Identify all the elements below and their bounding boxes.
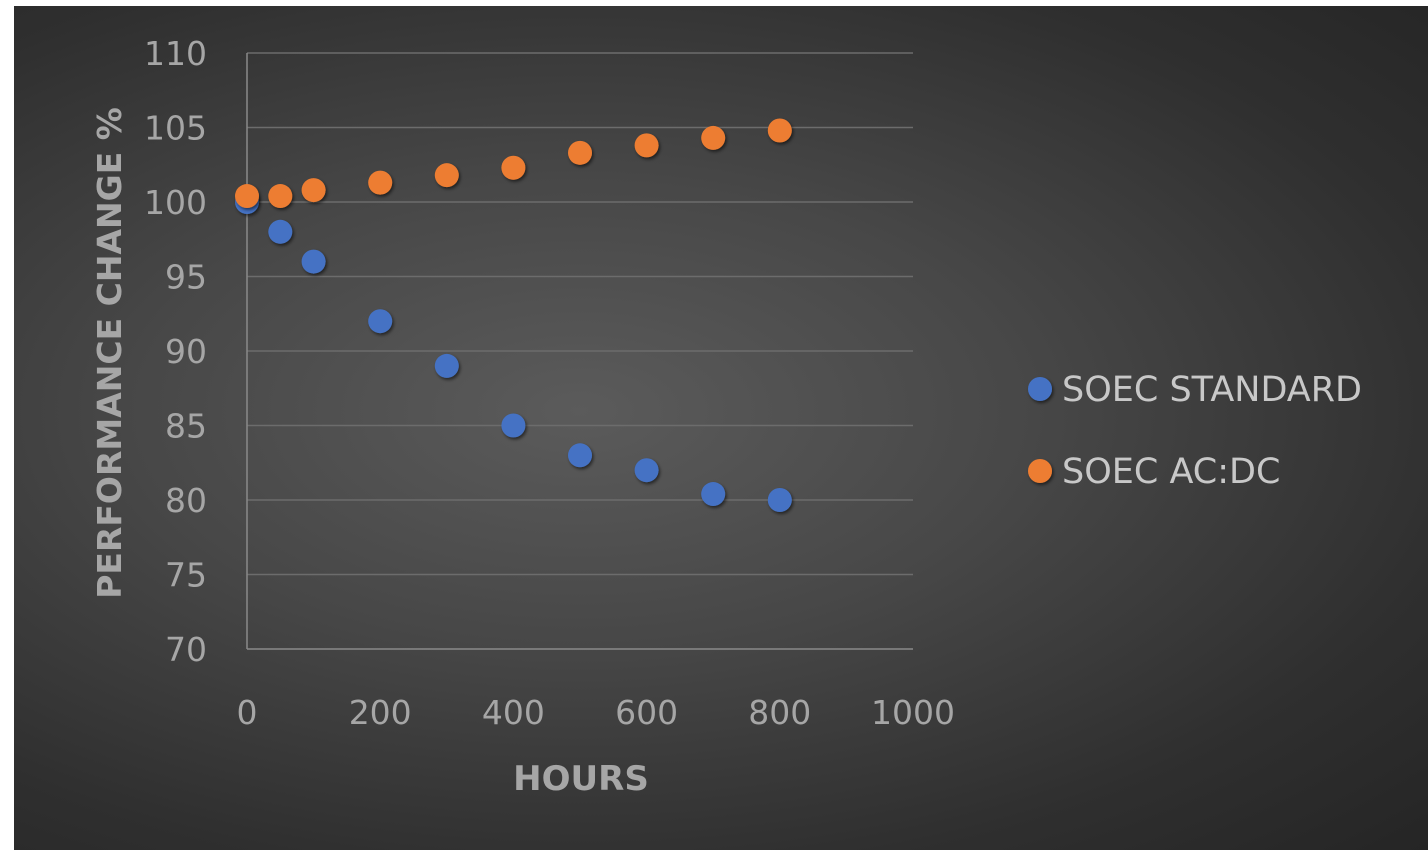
data-point-soec-standard [768, 488, 792, 512]
data-point-soec-ac-dc [435, 163, 459, 187]
data-point-soec-ac-dc [635, 133, 659, 157]
x-tick-label: 1000 [871, 693, 955, 732]
data-point-soec-ac-dc [368, 171, 392, 195]
y-tick-labels: 70 75 80 85 90 95 100 105 110 [144, 34, 207, 669]
x-tick-label: 800 [748, 693, 811, 732]
y-tick-label: 110 [144, 34, 207, 73]
data-point-soec-standard [568, 443, 592, 467]
data-points [235, 118, 792, 512]
y-tick-label: 85 [165, 407, 207, 446]
data-point-soec-ac-dc [501, 156, 525, 180]
x-tick-label: 400 [482, 693, 545, 732]
data-point-soec-standard [302, 250, 326, 274]
x-tick-labels: 0 200 400 600 800 1000 [237, 693, 955, 732]
data-point-soec-ac-dc [268, 184, 292, 208]
y-tick-label: 80 [165, 481, 207, 520]
x-axis-label: HOURS [513, 759, 649, 799]
chart-area: 70 75 80 85 90 95 100 105 110 0 200 400 600 800 1000 … [14, 6, 1428, 850]
y-axis-label: PERFORMANCE CHANGE % [90, 107, 129, 599]
y-tick-label: 95 [165, 258, 207, 297]
data-point-soec-standard [635, 458, 659, 482]
data-point-soec-ac-dc [701, 126, 725, 150]
data-point-soec-standard [501, 414, 525, 438]
legend: SOEC STANDARD SOEC AC:DC [1028, 370, 1362, 492]
y-tick-label: 90 [165, 332, 207, 371]
data-point-soec-ac-dc [235, 184, 259, 208]
data-point-soec-ac-dc [302, 178, 326, 202]
y-tick-label: 70 [165, 630, 207, 669]
legend-label: SOEC AC:DC [1062, 452, 1280, 492]
legend-marker [1028, 459, 1052, 483]
y-tick-label: 105 [144, 109, 207, 148]
data-point-soec-standard [701, 482, 725, 506]
legend-label: SOEC STANDARD [1062, 370, 1362, 410]
data-point-soec-ac-dc [768, 118, 792, 142]
data-point-soec-standard [268, 220, 292, 244]
x-tick-label: 600 [615, 693, 678, 732]
data-point-soec-standard [368, 309, 392, 333]
data-point-soec-standard [435, 354, 459, 378]
x-tick-label: 200 [349, 693, 412, 732]
x-tick-label: 0 [237, 693, 258, 732]
legend-marker [1028, 377, 1052, 401]
y-tick-label: 100 [144, 183, 207, 222]
gridlines [247, 53, 913, 575]
y-tick-label: 75 [165, 556, 207, 595]
data-point-soec-ac-dc [568, 141, 592, 165]
